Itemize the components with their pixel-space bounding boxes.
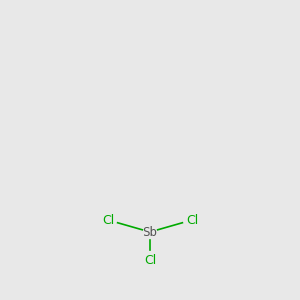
Text: Sb: Sb xyxy=(142,226,158,238)
Text: Cl: Cl xyxy=(186,214,198,226)
Text: Cl: Cl xyxy=(144,254,156,266)
Text: Cl: Cl xyxy=(102,214,114,226)
